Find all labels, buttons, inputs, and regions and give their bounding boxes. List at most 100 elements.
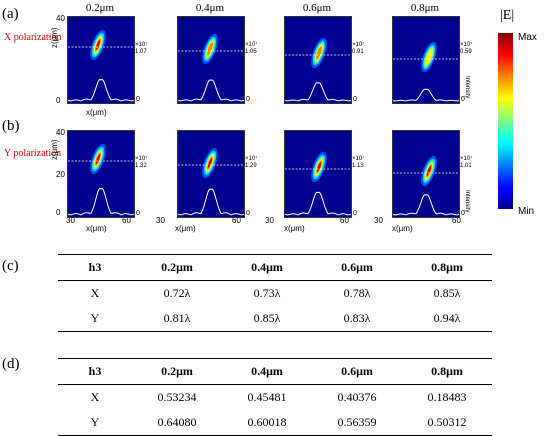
table-d: h3 0.2μm 0.4μm 0.6μm 0.8μm X 0.53234 0.4… bbox=[58, 358, 492, 436]
focal-spot-layer bbox=[207, 42, 213, 56]
field-map-plot bbox=[68, 29, 134, 102]
field-map-plot bbox=[285, 37, 351, 102]
x-tick: 30 bbox=[374, 216, 383, 225]
column-title: 0.4μm bbox=[195, 2, 225, 14]
focal-spot-layer bbox=[316, 46, 322, 60]
z-tick: 0 bbox=[56, 208, 61, 217]
intensity-zero-label: 0 bbox=[136, 210, 140, 217]
table-cell: Y bbox=[58, 306, 132, 332]
peak-intensity-label: ×10⁷ 0.59 bbox=[460, 42, 472, 56]
field-map bbox=[284, 16, 352, 104]
table-cell: 0.64080 bbox=[132, 410, 222, 436]
peak-value-text: 1.07 bbox=[135, 49, 147, 55]
table-cell: X bbox=[90, 390, 100, 404]
table-header-cell: 0.2μm bbox=[132, 254, 222, 281]
x-tick: 60 bbox=[340, 216, 349, 225]
peak-value-text: 1.01 bbox=[460, 163, 472, 169]
intensity-zero-label: 0 bbox=[136, 96, 140, 103]
table-cell: 0.85λ bbox=[433, 286, 461, 300]
field-map bbox=[392, 16, 460, 104]
panel-c-label: (c) bbox=[2, 258, 19, 274]
x-tick: 60 bbox=[232, 216, 241, 225]
table-cell: 0.18483 bbox=[427, 390, 467, 404]
field-map-plot bbox=[178, 33, 244, 102]
colorbar bbox=[498, 33, 513, 209]
field-map-plot bbox=[393, 155, 459, 216]
field-map bbox=[284, 130, 352, 218]
table-cell: 0.94λ bbox=[402, 306, 492, 332]
table-cell: 0.45481 bbox=[247, 390, 287, 404]
x-axis-label: x(μm) bbox=[86, 108, 107, 117]
table-header-cell: 0.4μm bbox=[222, 358, 312, 385]
column-title: 0.6μm bbox=[302, 2, 332, 14]
peak-value-text: 1.32 bbox=[135, 163, 147, 169]
x-axis-label: x(μm) bbox=[86, 224, 107, 233]
column-title: 0.8μm bbox=[410, 2, 440, 14]
table-row: Y 0.64080 0.60018 0.56359 0.50312 bbox=[58, 410, 492, 436]
y-polarization-label: Y polarization bbox=[4, 148, 62, 159]
x-tick: 30 bbox=[66, 216, 75, 225]
intensity-profile bbox=[178, 79, 244, 102]
table-cell: 0.50312 bbox=[402, 410, 492, 436]
focal-spot-layer bbox=[207, 158, 213, 168]
intensity-profile bbox=[393, 88, 459, 102]
peak-intensity-label: ×10⁷ 1.05 bbox=[245, 42, 257, 56]
intensity-zero-label: 0 bbox=[246, 96, 250, 103]
table-cell: Y bbox=[58, 410, 132, 436]
intensity-profile bbox=[285, 82, 351, 102]
field-map bbox=[392, 130, 460, 218]
colorbar-max-label: Max bbox=[518, 32, 537, 43]
z-tick: 20 bbox=[56, 170, 65, 179]
table-cell: 0.56359 bbox=[312, 410, 402, 436]
peak-value-text: 1.13 bbox=[352, 163, 364, 169]
peak-intensity-label: ×10⁷ 1.01 bbox=[460, 156, 472, 170]
focal-spot-layer bbox=[426, 166, 432, 176]
panel-b-label: (b) bbox=[2, 118, 20, 134]
intensity-profile bbox=[178, 188, 244, 216]
table-cell: 0.73λ bbox=[253, 286, 281, 300]
peak-value-text: 0.59 bbox=[460, 49, 472, 55]
intensity-zero-label: 0 bbox=[353, 210, 357, 217]
field-map-plot bbox=[393, 41, 459, 102]
z-tick: 40 bbox=[56, 128, 65, 137]
table-row: Y 0.81λ 0.85λ 0.83λ 0.94λ bbox=[58, 306, 492, 332]
field-map-plot bbox=[178, 147, 244, 216]
field-map bbox=[177, 130, 245, 218]
field-map bbox=[67, 130, 135, 218]
x-tick: 30 bbox=[156, 216, 165, 225]
peak-intensity-label: ×10⁷ 1.13 bbox=[352, 156, 364, 170]
z-tick: 0 bbox=[56, 96, 61, 105]
z-axis-label: z(μm) bbox=[50, 139, 59, 160]
field-map bbox=[67, 16, 135, 104]
panel-a-label: (a) bbox=[2, 6, 19, 22]
table-c: h3 0.2μm 0.4μm 0.6μm 0.8μm X 0.72λ 0.73λ… bbox=[58, 254, 492, 332]
table-cell: 0.83λ bbox=[312, 306, 402, 332]
x-tick: 60 bbox=[452, 216, 461, 225]
intensity-profile bbox=[393, 194, 459, 216]
table-cell: 0.53234 bbox=[157, 390, 197, 404]
intensity-axis-label: Intensity bbox=[464, 76, 470, 99]
multiplier-text: ×10⁷ bbox=[135, 156, 148, 162]
multiplier-text: ×10⁷ bbox=[135, 42, 148, 48]
table-header-cell: h3 bbox=[58, 358, 132, 385]
multiplier-text: ×10⁷ bbox=[352, 42, 365, 48]
multiplier-text: ×10⁷ bbox=[352, 156, 365, 162]
peak-value-text: 1.29 bbox=[245, 163, 257, 169]
multiplier-text: ×10⁷ bbox=[460, 156, 473, 162]
panel-d-label: (d) bbox=[2, 356, 20, 372]
field-map-plot bbox=[68, 143, 134, 216]
peak-intensity-label: ×10⁷ 0.91 bbox=[352, 42, 364, 56]
colorbar-title: |E| bbox=[500, 8, 515, 23]
table-row: X 0.53234 0.45481 0.40376 0.18483 bbox=[58, 385, 492, 411]
z-axis-label: z(μm) bbox=[50, 27, 59, 48]
z-tick: 40 bbox=[56, 14, 65, 23]
field-map-plot bbox=[285, 151, 351, 216]
peak-intensity-label: ×10⁷ 1.07 bbox=[135, 42, 147, 56]
table-header-cell: 0.8μm bbox=[402, 254, 492, 281]
table-cell: 0.60018 bbox=[222, 410, 312, 436]
intensity-zero-label: 0 bbox=[246, 210, 250, 217]
x-tick: 30 bbox=[265, 216, 274, 225]
table-header-cell: 0.6μm bbox=[312, 358, 402, 385]
multiplier-text: ×10⁷ bbox=[245, 42, 258, 48]
table-cell: X bbox=[90, 286, 100, 300]
